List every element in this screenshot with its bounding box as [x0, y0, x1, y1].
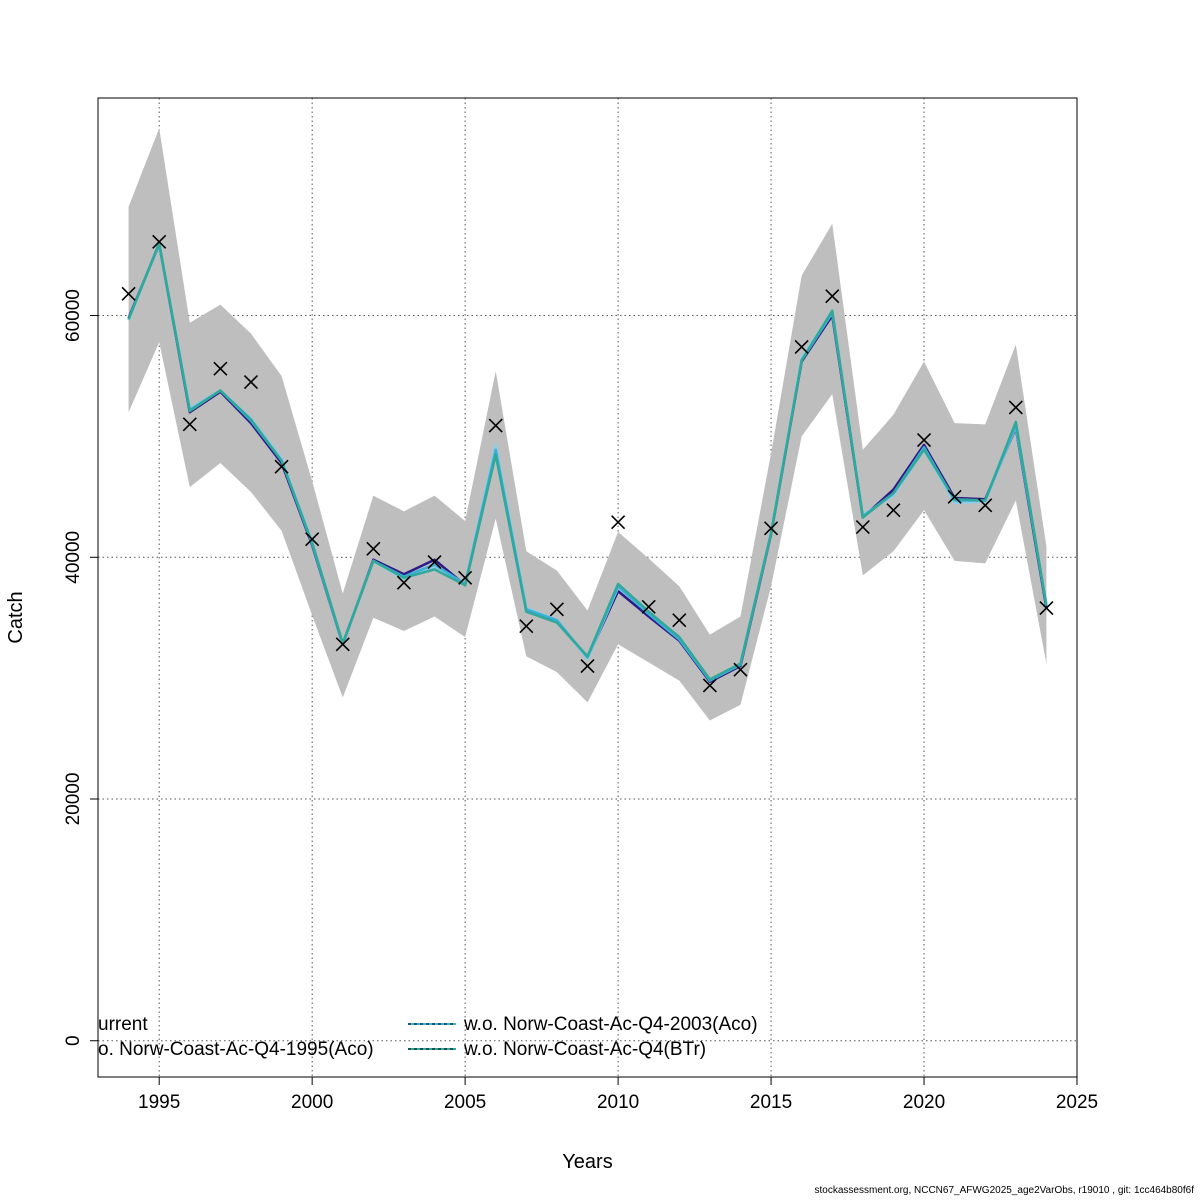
observed-point-stroke	[458, 570, 473, 585]
footer-credit: stockassessment.org, NCCN67_AFWG2025_age…	[814, 1185, 1194, 1196]
observed-point	[1008, 400, 1023, 415]
observed-point-stroke	[213, 361, 228, 376]
observed-point	[549, 602, 564, 617]
observed-point	[763, 521, 779, 536]
observed-point	[702, 678, 717, 693]
confidence-band-area	[128, 128, 1047, 721]
x-axis-title: Years	[562, 1151, 612, 1173]
observed-point-stroke	[488, 418, 503, 433]
y-tick-label: 20000	[63, 773, 84, 826]
observed-point-stroke	[549, 602, 564, 617]
observed-point-stroke	[305, 532, 320, 547]
observed-point	[396, 575, 412, 590]
x-tick-label: 2005	[444, 1092, 486, 1113]
observed-point	[366, 541, 381, 556]
observed-point	[274, 459, 289, 474]
observed-point-stroke	[825, 289, 840, 304]
observed-point	[580, 658, 595, 674]
observed-point-stroke	[396, 575, 412, 590]
observed-point-stroke	[672, 613, 687, 628]
observed-point-stroke	[947, 489, 962, 504]
confidence-band	[128, 128, 1047, 721]
series-line-4	[127, 241, 1048, 681]
observed-point-stroke	[1039, 600, 1054, 616]
grid-lines	[98, 98, 1078, 1077]
observed-point-stroke	[763, 521, 779, 536]
observed-point-stroke	[427, 555, 442, 570]
x-tick-label: 2000	[291, 1092, 333, 1113]
observed-point-stroke	[243, 374, 259, 390]
x-axis: 1995 2000 2005 2010 2015 2020 2025	[138, 1076, 1098, 1113]
observed-point	[305, 532, 320, 547]
observed-point	[488, 418, 503, 433]
legend-entry: o. Norw-Coast-Ac-Q4-1995(Aco)	[98, 1039, 374, 1060]
observed-point	[243, 374, 259, 390]
observed-point	[947, 489, 962, 504]
observed-point	[519, 619, 534, 634]
observed-point-stroke	[916, 432, 932, 448]
observed-point-stroke	[182, 417, 197, 432]
y-tick-label: 40000	[63, 531, 84, 584]
y-tick-label: 0	[63, 1035, 84, 1046]
observed-point	[825, 289, 840, 304]
observed-point-stroke	[886, 503, 901, 518]
observed-point-stroke	[580, 658, 595, 674]
series-lines	[127, 241, 1048, 684]
legend-entry: w.o. Norw-Coast-Ac-Q4(BTr)	[463, 1039, 706, 1060]
observed-points	[121, 234, 1054, 693]
observed-point-stroke	[1008, 400, 1023, 415]
observed-point-stroke	[978, 498, 993, 513]
observed-point	[427, 555, 442, 570]
observed-point-stroke	[641, 599, 656, 614]
observed-point	[672, 613, 687, 628]
observed-point	[182, 417, 197, 432]
legend-entry: w.o. Norw-Coast-Ac-Q4-2003(Aco)	[463, 1014, 758, 1035]
observed-point	[611, 515, 626, 530]
legend: urrent o. Norw-Coast-Ac-Q4-1995(Aco) w.o. …	[98, 1014, 758, 1060]
observed-point	[733, 662, 748, 677]
x-tick-label: 2025	[1056, 1092, 1098, 1113]
x-tick-label: 2015	[750, 1092, 792, 1113]
observed-point	[855, 520, 870, 535]
observed-point-stroke	[121, 286, 136, 301]
observed-point	[978, 498, 993, 513]
observed-point-stroke	[702, 678, 717, 693]
observed-point	[641, 599, 656, 614]
observed-point	[121, 286, 136, 301]
observed-point-stroke	[335, 637, 350, 652]
observed-point	[916, 432, 932, 448]
observed-point-stroke	[794, 339, 809, 355]
y-axis-title: Catch	[5, 591, 27, 643]
observed-point	[886, 503, 901, 518]
x-tick-label: 2020	[903, 1092, 945, 1113]
observed-point	[152, 234, 167, 249]
y-axis: 0 20000 40000 60000	[63, 289, 99, 1046]
legend-entry: urrent	[98, 1014, 148, 1035]
y-tick-label: 60000	[63, 289, 84, 342]
x-tick-label: 2010	[597, 1092, 639, 1113]
observed-point-stroke	[611, 515, 626, 530]
observed-point-stroke	[519, 619, 534, 634]
observed-point	[1039, 600, 1054, 616]
observed-point	[213, 361, 228, 376]
observed-point	[335, 637, 350, 652]
plot-frame	[97, 97, 1078, 1078]
observed-point-stroke	[152, 234, 167, 249]
observed-point-stroke	[366, 541, 381, 556]
observed-point	[458, 570, 473, 585]
x-tick-label: 1995	[138, 1092, 180, 1113]
observed-point-stroke	[733, 662, 748, 677]
observed-point-stroke	[855, 520, 870, 535]
observed-point-stroke	[274, 459, 289, 474]
observed-point	[794, 339, 809, 355]
